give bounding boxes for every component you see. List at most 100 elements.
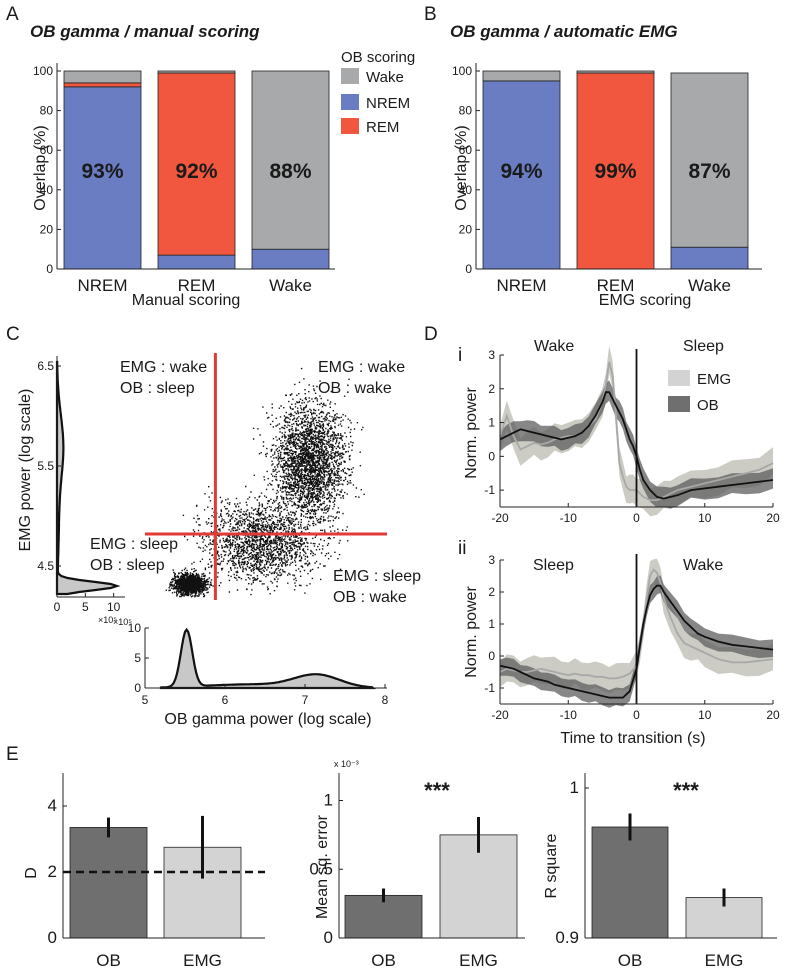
- y-tick-label: 6.5: [37, 359, 54, 373]
- bar-segment-nrem: [157, 254, 236, 270]
- y-tick-label: 80: [40, 104, 54, 118]
- x-histogram-area: [159, 627, 376, 690]
- bar-segment-rem: [157, 72, 236, 256]
- y-tick-label: 20: [459, 222, 473, 236]
- quadrant-label-line: EMG : sleep: [90, 536, 178, 553]
- y-histogram-c: 4.5 5.5 6.5 0 5 10×10⁵: [37, 356, 125, 625]
- y-tick-label: 2: [488, 382, 495, 396]
- x-tick-label: 5: [82, 600, 89, 614]
- bar-segment-wake: [576, 70, 655, 74]
- series-line-ob: [499, 391, 774, 500]
- y-tick-label: 5: [134, 651, 141, 665]
- x-axis-label-c: OB gamma power (log scale): [164, 711, 371, 728]
- panel-a: A OB gamma / manual scoring NREM 93% REM 92…: [6, 4, 415, 309]
- series-line-emg: [499, 568, 774, 680]
- bar-data-label: 94%: [500, 160, 542, 183]
- y-tick-label: 1: [488, 416, 495, 430]
- y-axis-label-di: Norm. power: [463, 387, 480, 479]
- plot-area-a: NREM 93% REM 92% Wake 88% 0 20 40 60 80 100: [33, 63, 335, 295]
- y-tick-label: 0.5: [309, 859, 333, 878]
- x-tick-label: 6: [222, 693, 229, 707]
- error-band-emg: [500, 345, 773, 517]
- x-tick-label: 5: [142, 693, 149, 707]
- error-band-emg: [500, 558, 773, 694]
- x-tick-label: 0: [633, 708, 640, 722]
- y-tick-label: -1: [484, 483, 495, 497]
- y-tick-label: 0: [134, 681, 141, 695]
- y-tick-label: 10: [128, 621, 142, 635]
- bar-segment-wake: [482, 70, 561, 82]
- legend-label-ob: OB: [697, 397, 719, 414]
- x-tick-label: 0: [54, 600, 61, 614]
- bar-segment-rem: [63, 82, 142, 88]
- x-hist-multiplier: ×10⁵: [113, 617, 132, 627]
- x-tick-label: -10: [560, 708, 578, 722]
- bar-chart-e-rsquare: OB EMG 0.9 1 ***: [555, 773, 777, 970]
- quadrant-label-br: EMG : sleep OB : wake: [333, 568, 421, 606]
- y-hist-multiplier: ×10⁵: [98, 615, 117, 625]
- y-tick-label: 2: [488, 585, 495, 599]
- legend-label-rem: REM: [366, 119, 399, 136]
- x-tick-label: 10: [698, 511, 712, 525]
- subpanel-label-ii: ii: [458, 538, 466, 559]
- y-tick-label: 3: [488, 553, 495, 567]
- quadrant-label-tr: EMG : wake OB : wake: [318, 359, 405, 397]
- legend-swatch-emg: [668, 370, 690, 386]
- x-tick-label: EMG: [183, 951, 222, 970]
- y-tick-label: 4.5: [37, 559, 54, 573]
- x-tick-label: OB: [371, 951, 396, 970]
- significance-stars: ***: [673, 778, 699, 803]
- y-tick-label: 100: [33, 64, 53, 78]
- bar-segment-wake: [251, 70, 330, 250]
- y-tick-label: 1: [324, 791, 333, 810]
- subpanel-label-i: i: [458, 345, 462, 366]
- y-tick-label: 2: [48, 862, 57, 881]
- x-tick-label: OB: [96, 951, 121, 970]
- bar-data-label: 87%: [688, 160, 730, 183]
- legend-title: OB scoring: [341, 49, 415, 66]
- y-tick-label: -1: [484, 681, 495, 695]
- y-tick-label: 100: [452, 64, 472, 78]
- legend-label-wake: Wake: [366, 69, 404, 86]
- x-tick-label: Wake: [688, 276, 731, 295]
- error-band-ob: [500, 380, 773, 509]
- quadrant-label-bl: EMG : sleep OB : sleep: [90, 536, 178, 574]
- y-tick-label: 40: [459, 183, 473, 197]
- chart-title-a: OB gamma / manual scoring: [30, 22, 260, 41]
- panel-e: E OB EMG 0 2 4 OB EMG 0 0.5 1 *** x 10⁻³ OB EMG 0.9 1…: [6, 744, 777, 970]
- x-tick-label: Wake: [269, 276, 312, 295]
- y-tick-label: 0: [488, 449, 495, 463]
- y-tick-label: 1: [570, 778, 579, 797]
- legend-swatch-rem: [341, 118, 359, 134]
- legend-a: OB scoring Wake NREM REM: [341, 49, 415, 136]
- x-tick-label: 0: [633, 511, 640, 525]
- y-multiplier: x 10⁻³: [334, 759, 359, 769]
- plot-area-b: NREM 94% REM 99% Wake 87% 0 20 40 60 80 100: [452, 63, 762, 295]
- x-tick-label: NREM: [77, 276, 127, 295]
- x-axis-label-a: Manual scoring: [132, 292, 241, 309]
- panel-label-e: E: [6, 744, 19, 765]
- panel-label-b: B: [424, 4, 437, 25]
- legend-label-nrem: NREM: [366, 95, 410, 112]
- y-tick-label: 4: [48, 796, 57, 815]
- bar-ob: [344, 894, 423, 939]
- y-axis-label-c: EMG power (log scale): [17, 389, 34, 552]
- quadrant-label-line: OB : wake: [333, 589, 407, 606]
- bar-data-label: 99%: [594, 160, 636, 183]
- y-tick-label: 0.9: [555, 928, 579, 947]
- bar-data-label: 93%: [81, 160, 123, 183]
- y-axis-label-dii: Norm. power: [463, 586, 480, 678]
- legend-label-emg: EMG: [697, 371, 731, 388]
- state-label-right-i: Sleep: [683, 338, 724, 355]
- bar-ob: [591, 826, 669, 939]
- x-tick-label: REM: [597, 276, 635, 295]
- quadrant-label-line: EMG : wake: [120, 359, 207, 376]
- bar-segment-nrem: [251, 248, 330, 270]
- x-tick-label: 20: [766, 511, 780, 525]
- x-tick-label: 10: [698, 708, 712, 722]
- y-tick-label: 0: [465, 262, 472, 276]
- bar-segment-nrem: [670, 246, 749, 270]
- y-tick-label: 5.5: [37, 459, 54, 473]
